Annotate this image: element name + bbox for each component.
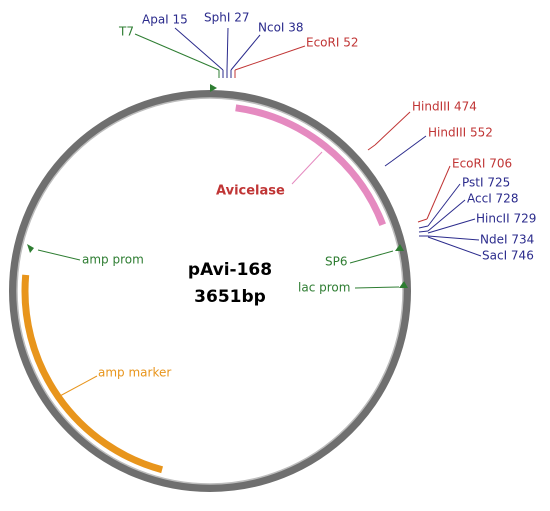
site-label: SphI 27 — [204, 11, 249, 25]
plasmid-size: 3651bp — [194, 287, 266, 307]
avicelase-arc — [235, 104, 386, 226]
site-label: HincII 729 — [476, 212, 536, 226]
site-label: AccI 728 — [467, 192, 518, 206]
feature-label: SP6 — [325, 255, 348, 269]
backbone-inner — [16, 97, 404, 485]
feature-label: amp marker — [98, 366, 171, 380]
site-ticks — [218, 70, 429, 237]
feature-label: lac prom — [298, 281, 350, 295]
leader-lines — [37, 27, 482, 398]
site-label: T7 — [118, 25, 134, 39]
promoter-markers — [27, 84, 408, 288]
backbone — [9, 90, 411, 492]
plasmid-name: pAvi-168 — [188, 260, 272, 280]
site-label: SacI 746 — [482, 249, 534, 263]
site-label: PstI 725 — [462, 176, 510, 190]
feature-label: Avicelase — [216, 184, 285, 199]
site-label: EcoRI 706 — [452, 157, 512, 171]
site-label: EcoRI 52 — [306, 36, 358, 50]
site-label: NcoI 38 — [258, 21, 304, 35]
site-label: HindIII 552 — [428, 126, 493, 140]
site-label: NdeI 734 — [480, 233, 534, 247]
feature-label: amp prom — [82, 253, 144, 267]
site-label: HindIII 474 — [412, 100, 477, 114]
site-label: ApaI 15 — [142, 13, 188, 27]
